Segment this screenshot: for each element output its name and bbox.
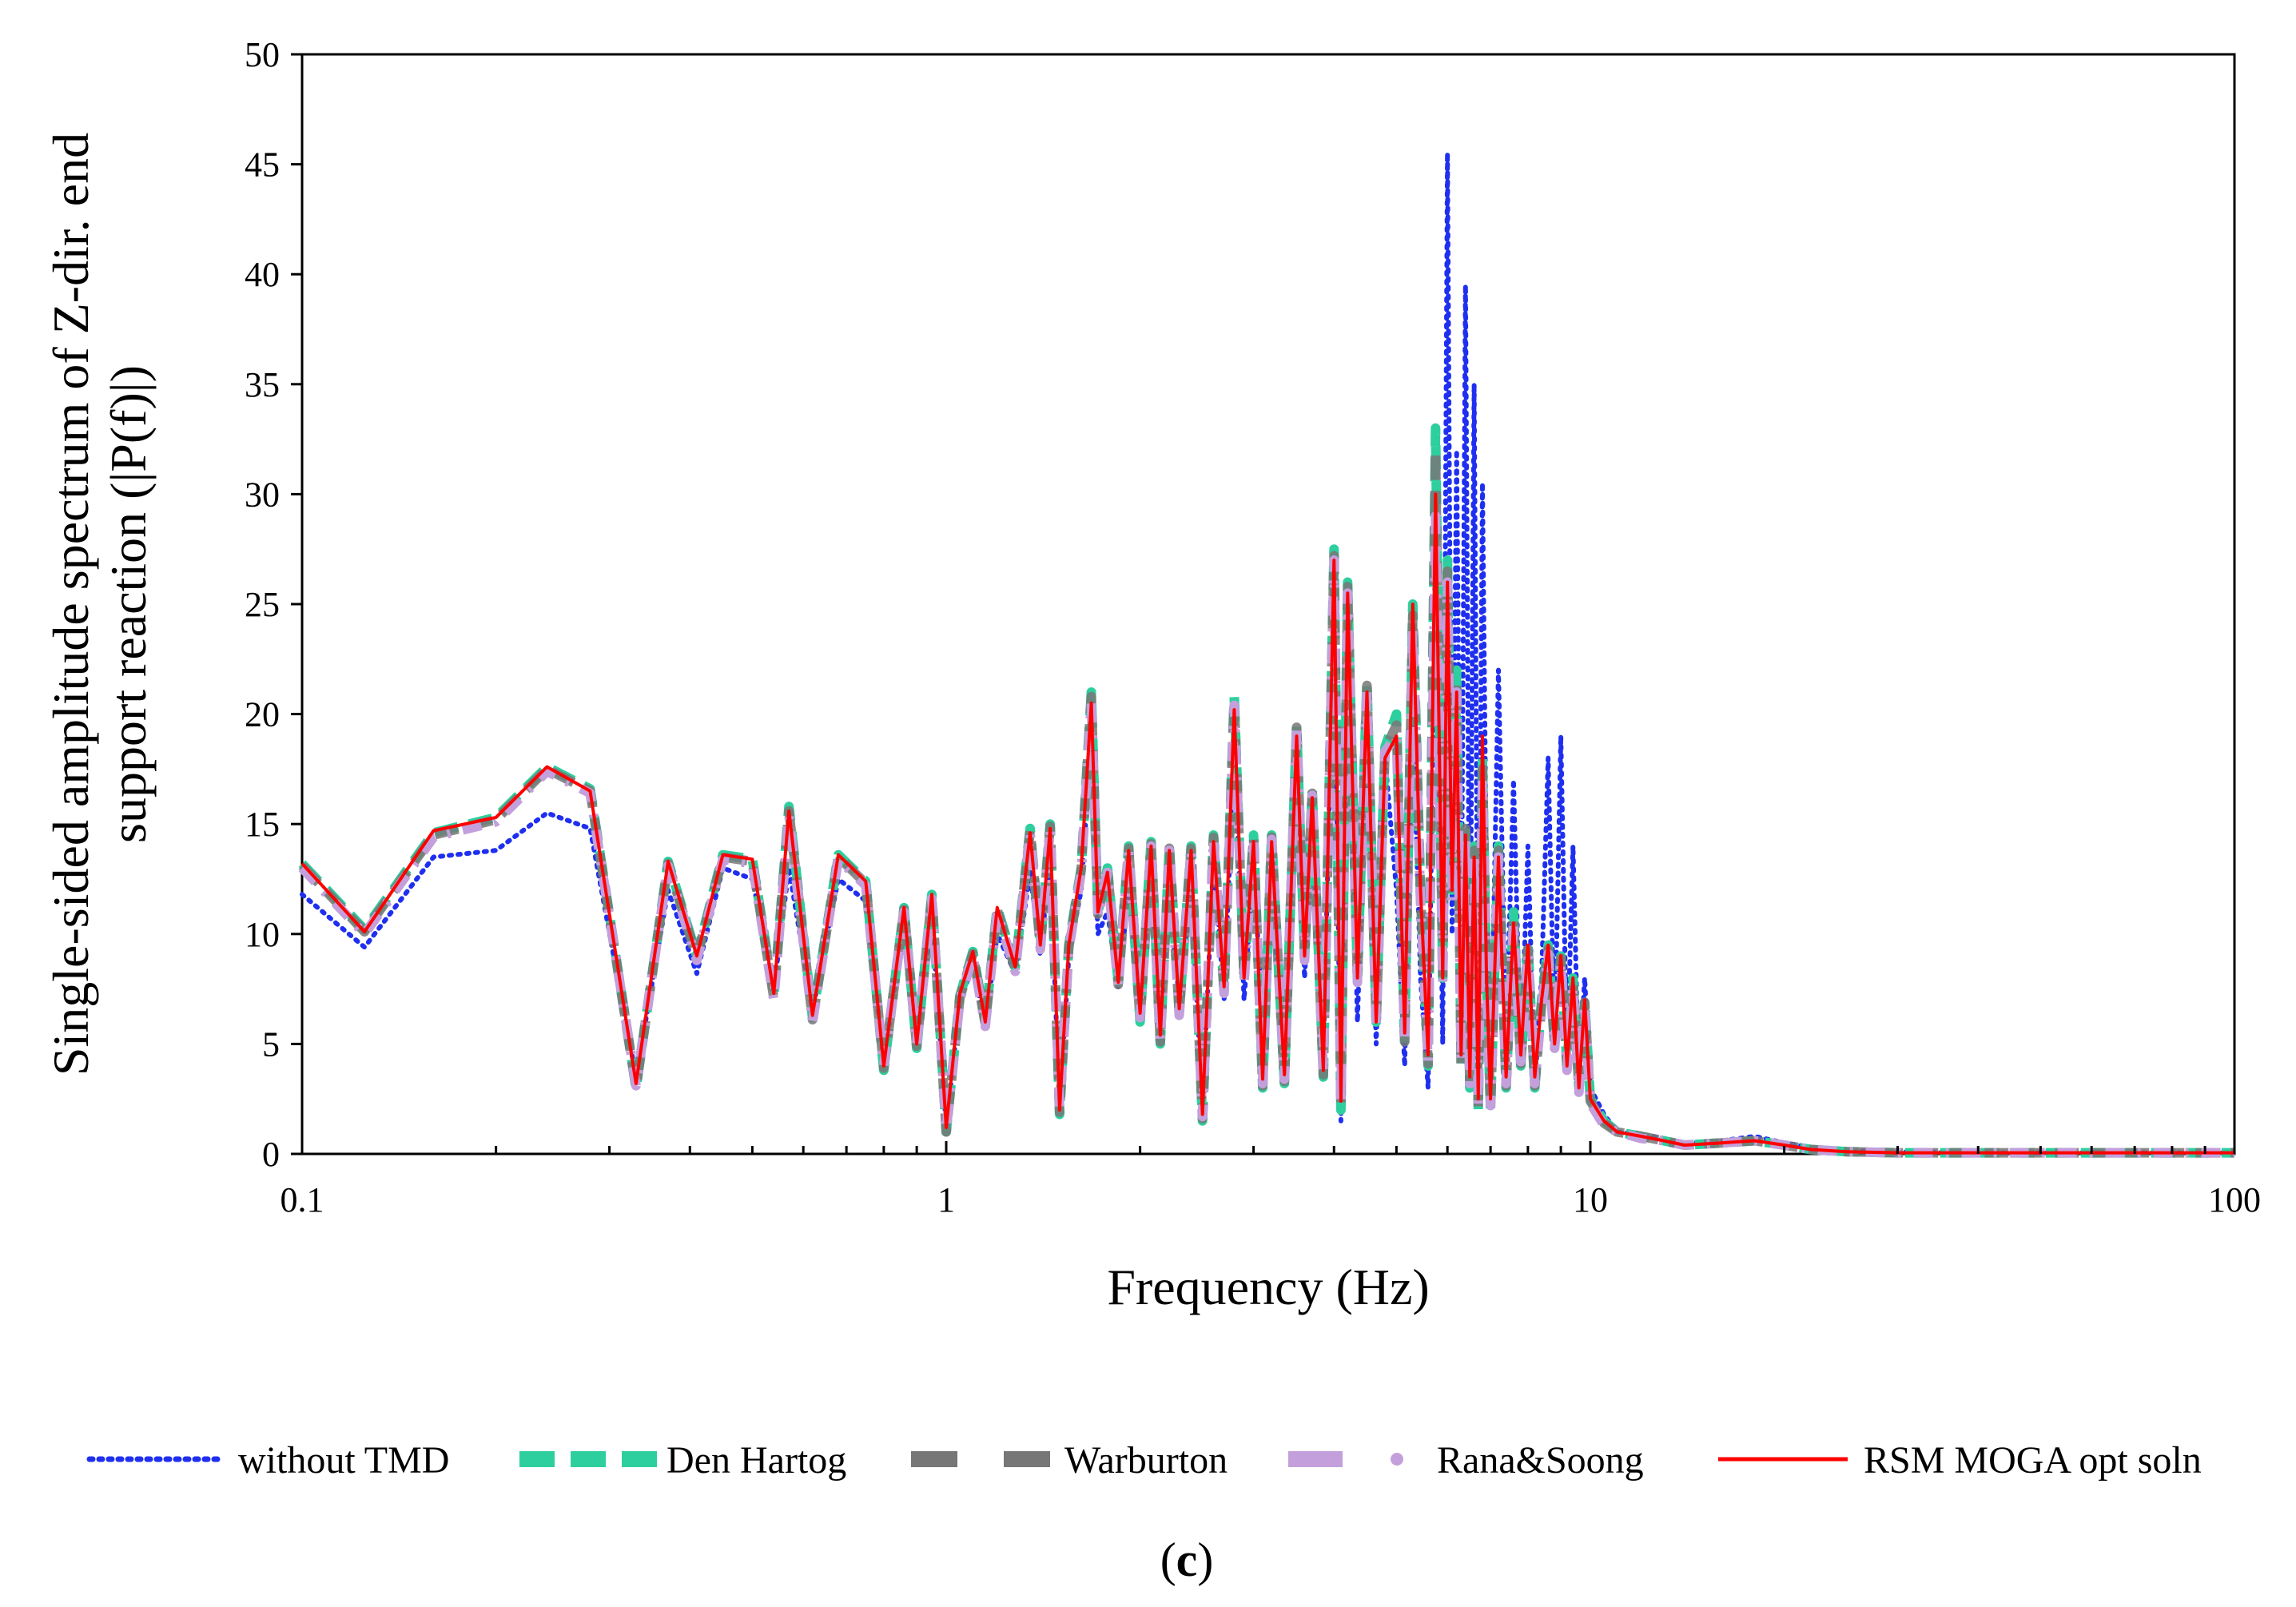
y-tick-label: 45 (245, 145, 280, 185)
y-tick-label: 30 (245, 475, 280, 514)
y-tick-label: 35 (245, 365, 280, 404)
legend-label-without-tmd: without TMD (238, 1439, 449, 1482)
legend-label-rsm-moga: RSM MOGA opt soln (1864, 1439, 2202, 1482)
legend-label-warburton: Warburton (1064, 1439, 1228, 1482)
y-tick-label: 10 (245, 915, 280, 954)
y-axis: 0 5 10 15 20 25 30 35 40 45 50 (245, 35, 302, 1174)
x-axis: 0.1 1 10 100 (281, 1141, 2261, 1219)
legend-item-rsm-moga: RSM MOGA opt soln (1718, 1439, 2202, 1482)
legend-item-rana-soong: Rana&Soong (1288, 1439, 1644, 1482)
legend: without TMD Den Hartog Warburton Rana&So… (86, 1439, 2202, 1482)
x-tick-label: 0.1 (281, 1180, 324, 1219)
x-axis-title: Frequency (Hz) (1107, 1259, 1429, 1315)
series-line-rsm-moga-opt-soln (300, 492, 2234, 1155)
series-layer (298, 150, 2237, 1158)
y-tick-label: 15 (245, 805, 280, 844)
legend-label-rana-soong: Rana&Soong (1437, 1439, 1644, 1482)
x-tick-label: 100 (2208, 1180, 2261, 1219)
y-tick-label: 20 (245, 695, 280, 734)
y-tick-label: 25 (245, 585, 280, 624)
legend-swatch-dot-rana-soong (1391, 1453, 1403, 1466)
legend-item-without-tmd: without TMD (86, 1439, 449, 1482)
y-tick-label: 40 (245, 255, 280, 294)
y-axis-title: Single-sided amplitude spectrum of Z-dir… (42, 133, 157, 1076)
y-tick-label: 0 (262, 1135, 280, 1174)
legend-item-den-hartog: Den Hartog (519, 1439, 846, 1482)
y-tick-label: 5 (262, 1024, 280, 1064)
y-axis-title-line2: support reaction (|P(f)|) (100, 365, 157, 843)
y-axis-title-line1: Single-sided amplitude spectrum of Z-dir… (42, 133, 99, 1076)
legend-label-den-hartog: Den Hartog (667, 1439, 846, 1482)
figure-caption: (c) (1160, 1533, 1214, 1586)
legend-item-warburton: Warburton (911, 1439, 1228, 1482)
x-tick-label: 1 (937, 1180, 955, 1219)
x-tick-label: 10 (1573, 1180, 1608, 1219)
y-tick-label: 50 (245, 35, 280, 74)
